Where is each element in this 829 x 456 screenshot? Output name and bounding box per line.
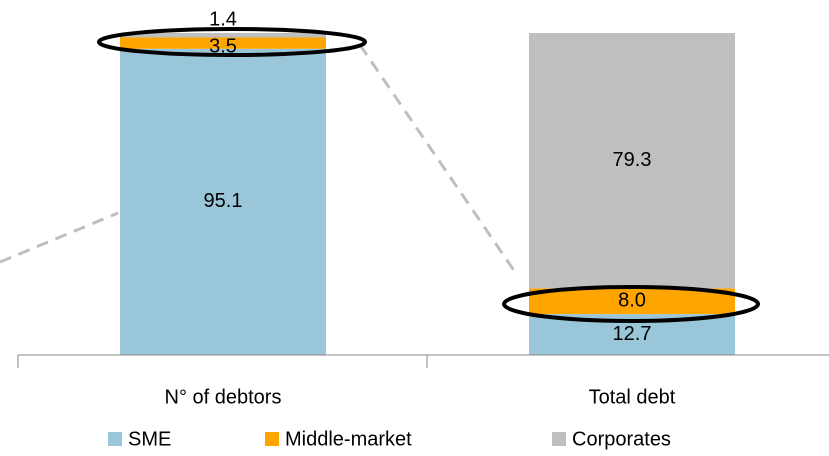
legend-swatch	[108, 432, 122, 446]
data-label: 8.0	[618, 290, 646, 312]
connector	[0, 211, 119, 264]
legend-label: Corporates	[572, 428, 671, 450]
connector	[358, 44, 517, 273]
bar-segment	[529, 288, 735, 315]
data-label: 1.4	[209, 8, 237, 30]
legend-label: SME	[128, 428, 171, 450]
x-tick-label: N° of debtors	[165, 386, 282, 408]
bar-segment	[120, 37, 326, 49]
legend-swatch	[552, 432, 566, 446]
data-label: 95.1	[204, 190, 243, 212]
data-label: 79.3	[613, 149, 652, 171]
highlight	[502, 285, 760, 323]
bar-segment	[120, 33, 326, 38]
data-label: 12.7	[613, 323, 652, 345]
bar-segment	[120, 48, 326, 355]
bar-segment	[529, 33, 735, 289]
plot	[120, 33, 735, 355]
legend-swatch	[265, 432, 279, 446]
legend-label: Middle-market	[285, 428, 412, 450]
data-label: 3.5	[209, 35, 237, 57]
x-tick-label: Total debt	[589, 386, 676, 408]
highlight	[97, 27, 367, 57]
